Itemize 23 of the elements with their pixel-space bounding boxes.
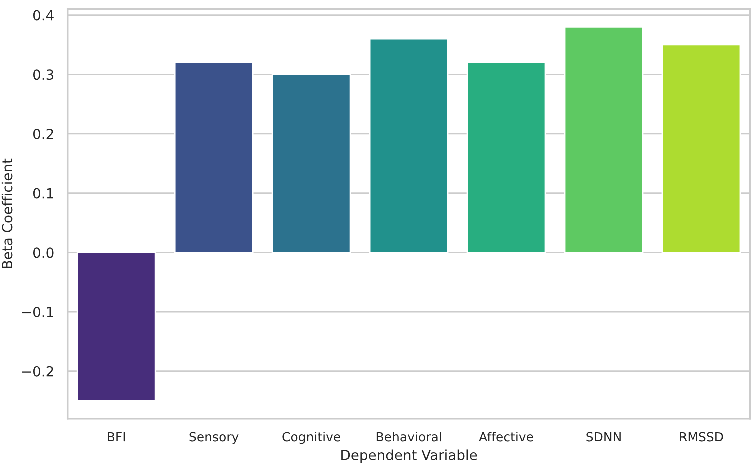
y-tick-label: −0.1 xyxy=(22,307,54,318)
y-tick-label: 0.2 xyxy=(33,128,54,140)
y-tick-label: 0.4 xyxy=(33,10,54,21)
y-tick-label: −0.2 xyxy=(22,366,54,377)
x-tick-label: Cognitive xyxy=(282,432,340,444)
bar xyxy=(174,62,254,254)
bar xyxy=(662,44,742,254)
y-axis-title: Beta Coefficient xyxy=(2,158,13,268)
x-tick-label: Behavioral xyxy=(376,432,442,442)
bar xyxy=(466,62,546,254)
bar xyxy=(369,38,449,254)
y-tick-label: 0.1 xyxy=(33,188,54,199)
y-tick-label: 0.0 xyxy=(33,248,54,258)
x-tick-label: Affective xyxy=(479,432,534,442)
x-tick-label: BFI xyxy=(108,432,126,442)
x-tick-label: Sensory xyxy=(190,432,239,444)
x-tick-label: SDNN xyxy=(586,432,621,442)
bar xyxy=(76,252,156,402)
y-tick-label: 0.3 xyxy=(33,70,54,80)
x-tick-label: RMSSD xyxy=(680,432,724,442)
x-axis-title: Dependent Variable xyxy=(342,450,478,464)
bar xyxy=(564,26,644,254)
bar xyxy=(272,74,352,254)
